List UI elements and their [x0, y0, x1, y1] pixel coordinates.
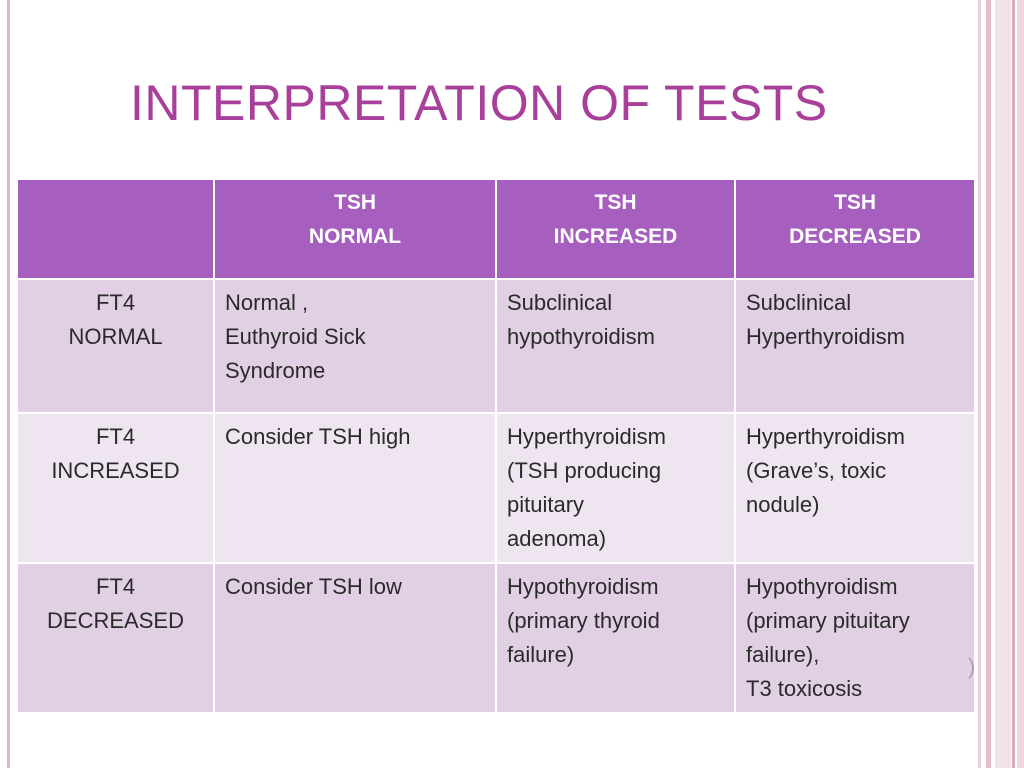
header-line: TSH — [594, 191, 637, 214]
table-cell: Subclinical Hyperthyroidism — [734, 278, 976, 414]
cell-line: T3 toxicosis — [746, 676, 863, 701]
row-label: DECREASED — [47, 608, 184, 633]
row-label: NORMAL — [68, 324, 163, 349]
slide-left-border — [0, 0, 10, 768]
cell-line: (TSH producing — [507, 458, 662, 483]
cell-line: Euthyroid Sick — [225, 324, 366, 349]
cell-line: Consider TSH low — [225, 574, 402, 599]
interpretation-table: TSH NORMAL TSH INCREASED TSH DECREASED F… — [16, 178, 976, 714]
header-line: INCREASED — [553, 225, 678, 248]
stripe — [986, 0, 991, 768]
row-label: INCREASED — [51, 458, 180, 483]
table-cell: Normal , Euthyroid Sick Syndrome — [213, 278, 497, 414]
row-header: FT4 INCREASED — [16, 412, 215, 564]
cell-line: hypothyroidism — [507, 324, 655, 349]
header-tsh-increased: TSH INCREASED — [495, 178, 736, 280]
table-cell: Hypothyroidism (primary thyroid failure) — [495, 562, 736, 714]
cell-line: Hyperthyroidism — [746, 424, 905, 449]
table-cell: Consider TSH high — [213, 412, 497, 564]
table-cell: Hyperthyroidism (Grave’s, toxic nodule) — [734, 412, 976, 564]
cell-line: (primary thyroid — [507, 608, 660, 633]
header-line: TSH — [334, 191, 376, 214]
cell-line: pituitary — [507, 492, 585, 517]
cell-line: failure) — [507, 642, 575, 667]
stripe — [978, 0, 981, 768]
row-header: FT4 DECREASED — [16, 562, 215, 714]
slide-title: INTERPRETATION OF TESTS — [130, 75, 828, 131]
stripe — [995, 0, 1011, 768]
table-cell: Hypothyroidism (primary pituitary failure)… — [734, 562, 976, 714]
header-line: DECREASED — [789, 225, 921, 248]
header-empty — [16, 178, 215, 280]
table-row-ft4-normal: FT4 NORMAL Normal , Euthyroid Sick Syndrom… — [16, 278, 976, 414]
cell-line: Hyperthyroidism — [746, 324, 905, 349]
cell-line: Syndrome — [225, 358, 326, 383]
cell-line: failure), — [746, 642, 820, 667]
cell-line: (Grave’s, toxic — [746, 458, 887, 483]
row-label: FT4 — [95, 290, 136, 315]
cell-line: Hypothyroidism — [746, 574, 898, 599]
table-header-row: TSH NORMAL TSH INCREASED TSH DECREASED — [16, 178, 976, 280]
decorative-stripes — [978, 0, 1024, 768]
row-label: FT4 — [95, 424, 136, 449]
stripe — [1017, 0, 1024, 768]
table-cell: Consider TSH low — [213, 562, 497, 714]
stripe — [1012, 0, 1015, 768]
cell-line: Subclinical — [746, 290, 852, 315]
cell-line: Normal , — [225, 290, 309, 315]
row-header: FT4 NORMAL — [16, 278, 215, 414]
row-label: FT4 — [95, 574, 136, 599]
header-tsh-normal: TSH NORMAL — [213, 178, 497, 280]
table-row-ft4-decreased: FT4 DECREASED Consider TSH low Hypothyro… — [16, 562, 976, 714]
header-line: NORMAL — [308, 225, 402, 248]
cell-line: adenoma) — [507, 526, 607, 551]
table-cell: Hyperthyroidism (TSH producing pituitary ad… — [495, 412, 736, 564]
cell-line: Hyperthyroidism — [507, 424, 666, 449]
table-cell: Subclinical hypothyroidism — [495, 278, 736, 414]
decorative-paren: ) — [968, 654, 976, 679]
table-row-ft4-increased: FT4 INCREASED Consider TSH high Hyperthy… — [16, 412, 976, 564]
cell-line: Consider TSH high — [225, 424, 411, 449]
cell-line: Subclinical — [507, 290, 613, 315]
cell-line: (primary pituitary — [746, 608, 910, 633]
cell-line: nodule) — [746, 492, 820, 517]
header-line: TSH — [834, 191, 876, 214]
cell-line: Hypothyroidism — [507, 574, 659, 599]
header-tsh-decreased: TSH DECREASED — [734, 178, 976, 280]
